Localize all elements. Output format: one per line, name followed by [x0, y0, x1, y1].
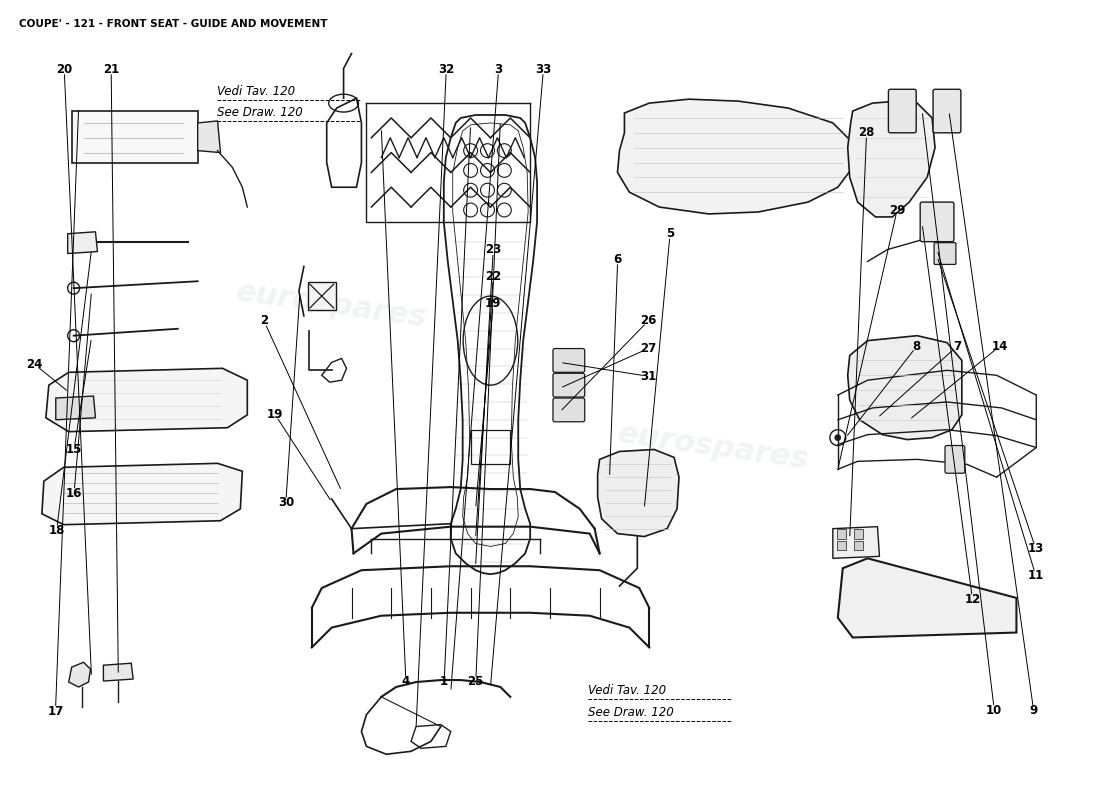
Text: 29: 29 [889, 203, 905, 217]
Polygon shape [848, 336, 961, 439]
FancyBboxPatch shape [921, 202, 954, 242]
Bar [471, 430, 510, 464]
Text: See Draw. 120: See Draw. 120 [588, 706, 674, 718]
Polygon shape [838, 558, 1016, 638]
Text: 1: 1 [440, 675, 448, 688]
Text: Vedi Tav. 120: Vedi Tav. 120 [217, 85, 295, 98]
Text: 14: 14 [991, 340, 1008, 353]
Text: eurospares: eurospares [234, 278, 429, 333]
FancyBboxPatch shape [889, 90, 916, 133]
Text: See Draw. 120: See Draw. 120 [217, 106, 302, 119]
Polygon shape [46, 368, 248, 432]
Text: 24: 24 [26, 358, 43, 371]
Polygon shape [597, 450, 679, 537]
Text: 19: 19 [266, 408, 283, 421]
Text: 17: 17 [47, 705, 64, 718]
Text: eurospares: eurospares [616, 420, 811, 475]
Polygon shape [68, 232, 98, 254]
Text: COUPE' - 121 - FRONT SEAT - GUIDE AND MOVEMENT: COUPE' - 121 - FRONT SEAT - GUIDE AND MO… [19, 19, 328, 29]
Text: 7: 7 [953, 340, 961, 353]
Polygon shape [68, 662, 90, 687]
Text: 13: 13 [1027, 542, 1044, 555]
Text: 10: 10 [987, 704, 1002, 717]
Text: 30: 30 [277, 497, 294, 510]
Polygon shape [848, 101, 935, 217]
Text: 33: 33 [536, 62, 551, 75]
Bar [837, 529, 846, 538]
FancyBboxPatch shape [934, 242, 956, 265]
Text: 25: 25 [468, 675, 484, 688]
Bar [837, 541, 846, 550]
Text: 2: 2 [260, 314, 268, 327]
Bar [854, 529, 862, 538]
Polygon shape [103, 663, 133, 681]
Text: 26: 26 [640, 314, 657, 327]
FancyBboxPatch shape [553, 349, 585, 372]
Polygon shape [42, 463, 242, 525]
Text: 31: 31 [640, 370, 657, 382]
Text: 32: 32 [438, 62, 454, 75]
Text: 21: 21 [103, 62, 119, 75]
Text: 8: 8 [913, 340, 921, 353]
Text: 5: 5 [666, 227, 674, 240]
Polygon shape [198, 121, 220, 153]
Polygon shape [833, 526, 880, 558]
Text: 27: 27 [640, 342, 657, 355]
Bar [854, 541, 862, 550]
Polygon shape [617, 99, 852, 214]
Text: 20: 20 [56, 62, 73, 75]
Text: 22: 22 [485, 270, 502, 283]
Circle shape [835, 434, 840, 441]
Polygon shape [56, 396, 96, 420]
FancyBboxPatch shape [308, 282, 336, 310]
Text: 6: 6 [614, 253, 622, 266]
FancyBboxPatch shape [553, 398, 585, 422]
Text: Vedi Tav. 120: Vedi Tav. 120 [588, 684, 667, 697]
FancyBboxPatch shape [933, 90, 961, 133]
FancyBboxPatch shape [553, 374, 585, 397]
Text: 9: 9 [1030, 704, 1037, 717]
Polygon shape [72, 111, 198, 162]
Text: 16: 16 [66, 487, 82, 500]
Text: 28: 28 [858, 126, 874, 139]
Text: 11: 11 [1027, 570, 1044, 582]
Text: 15: 15 [66, 442, 82, 455]
Text: 3: 3 [495, 62, 503, 75]
Text: 19: 19 [485, 297, 502, 310]
Text: 4: 4 [402, 675, 410, 688]
FancyBboxPatch shape [945, 446, 965, 474]
Text: 23: 23 [485, 243, 502, 256]
Text: 12: 12 [965, 593, 980, 606]
Text: 18: 18 [48, 524, 65, 537]
